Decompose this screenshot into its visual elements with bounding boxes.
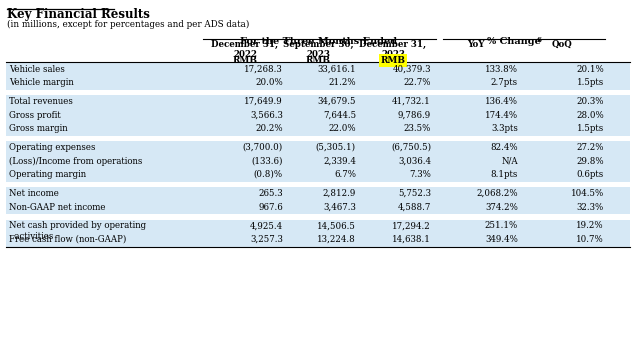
- Bar: [6, 201, 630, 214]
- Text: 9,786.9: 9,786.9: [397, 111, 431, 119]
- Bar: [6, 108, 630, 122]
- Text: 6: 6: [536, 36, 541, 44]
- Text: Vehicle sales: Vehicle sales: [9, 64, 65, 74]
- Text: 13,224.8: 13,224.8: [317, 235, 356, 244]
- Text: 7.3%: 7.3%: [409, 170, 431, 179]
- Text: 4,588.7: 4,588.7: [397, 202, 431, 212]
- Text: 2,068.2%: 2,068.2%: [476, 189, 518, 198]
- Text: Gross profit: Gross profit: [9, 111, 61, 119]
- Text: 14,506.5: 14,506.5: [317, 221, 356, 231]
- Text: 17,294.2: 17,294.2: [392, 221, 431, 231]
- Text: 374.2%: 374.2%: [485, 202, 518, 212]
- Bar: [6, 168, 630, 182]
- Text: (3,700.0): (3,700.0): [243, 143, 283, 152]
- Text: 0.6pts: 0.6pts: [577, 170, 604, 179]
- Text: % Change: % Change: [487, 37, 541, 46]
- Text: 265.3: 265.3: [259, 189, 283, 198]
- Text: 3,566.3: 3,566.3: [250, 111, 283, 119]
- Text: 133.8%: 133.8%: [485, 64, 518, 74]
- Text: 349.4%: 349.4%: [485, 235, 518, 244]
- Text: 4,925.4: 4,925.4: [250, 221, 283, 231]
- Bar: [6, 95, 630, 108]
- Text: 21.2%: 21.2%: [328, 78, 356, 87]
- Text: 1.5pts: 1.5pts: [577, 78, 604, 87]
- Text: 8.1pts: 8.1pts: [491, 170, 518, 179]
- Text: 22.7%: 22.7%: [403, 78, 431, 87]
- Text: 2.7pts: 2.7pts: [491, 78, 518, 87]
- Text: For the Three Months Ended: For the Three Months Ended: [241, 37, 397, 46]
- Text: 32.3%: 32.3%: [577, 202, 604, 212]
- Text: 2,812.9: 2,812.9: [323, 189, 356, 198]
- Text: 3,257.3: 3,257.3: [250, 235, 283, 244]
- Text: 20.0%: 20.0%: [255, 78, 283, 87]
- Text: 3.3pts: 3.3pts: [491, 124, 518, 133]
- Text: 5,752.3: 5,752.3: [398, 189, 431, 198]
- Text: 7,644.5: 7,644.5: [323, 111, 356, 119]
- Text: 19.2%: 19.2%: [577, 221, 604, 231]
- Text: Key Financial Results: Key Financial Results: [7, 8, 150, 21]
- Text: 27.2%: 27.2%: [577, 143, 604, 152]
- Text: 41,732.1: 41,732.1: [392, 97, 431, 106]
- Text: Net income: Net income: [9, 189, 59, 198]
- Text: Operating expenses: Operating expenses: [9, 143, 95, 152]
- Text: Total revenues: Total revenues: [9, 97, 73, 106]
- Text: (5,305.1): (5,305.1): [316, 143, 356, 152]
- Text: 23.5%: 23.5%: [404, 124, 431, 133]
- Text: 3,467.3: 3,467.3: [323, 202, 356, 212]
- Text: 104.5%: 104.5%: [571, 189, 604, 198]
- Text: December 31,
2022: December 31, 2022: [211, 40, 278, 59]
- Text: RMB: RMB: [305, 56, 330, 65]
- Text: 28.0%: 28.0%: [576, 111, 604, 119]
- Text: Non-GAAP net income: Non-GAAP net income: [9, 202, 106, 212]
- Text: (Loss)/Income from operations: (Loss)/Income from operations: [9, 157, 142, 166]
- Text: 82.4%: 82.4%: [490, 143, 518, 152]
- Bar: [6, 187, 630, 201]
- Text: (in millions, except for percentages and per ADS data): (in millions, except for percentages and…: [7, 20, 250, 29]
- Text: 14,638.1: 14,638.1: [392, 235, 431, 244]
- Text: RMB: RMB: [232, 56, 257, 65]
- Text: YoY: YoY: [467, 40, 484, 49]
- Text: Vehicle margin: Vehicle margin: [9, 78, 74, 87]
- Bar: [6, 122, 630, 136]
- Text: (6,750.5): (6,750.5): [391, 143, 431, 152]
- Text: 174.4%: 174.4%: [485, 111, 518, 119]
- Text: December 31,
2023: December 31, 2023: [360, 40, 427, 59]
- Text: (0.8)%: (0.8)%: [254, 170, 283, 179]
- Bar: [6, 63, 630, 76]
- Text: 2,339.4: 2,339.4: [323, 157, 356, 165]
- Text: 17,649.9: 17,649.9: [244, 97, 283, 106]
- Text: 251.1%: 251.1%: [484, 221, 518, 231]
- Text: 22.0%: 22.0%: [328, 124, 356, 133]
- Text: 20.3%: 20.3%: [577, 97, 604, 106]
- Text: 10.7%: 10.7%: [576, 235, 604, 244]
- Bar: [6, 76, 630, 89]
- Text: 34,679.5: 34,679.5: [317, 97, 356, 106]
- Text: 40,379.3: 40,379.3: [392, 64, 431, 74]
- Text: RMB: RMB: [381, 56, 406, 65]
- Text: Free cash flow (non-GAAP): Free cash flow (non-GAAP): [9, 235, 126, 244]
- Text: 17,268.3: 17,268.3: [244, 64, 283, 74]
- Text: 6.7%: 6.7%: [334, 170, 356, 179]
- Text: (133.6): (133.6): [252, 157, 283, 165]
- Text: Operating margin: Operating margin: [9, 170, 86, 179]
- Text: 136.4%: 136.4%: [485, 97, 518, 106]
- Text: 3,036.4: 3,036.4: [398, 157, 431, 165]
- Bar: [6, 233, 630, 246]
- Bar: [6, 155, 630, 168]
- Text: 33,616.1: 33,616.1: [317, 64, 356, 74]
- Text: September 30,
2023: September 30, 2023: [283, 40, 353, 59]
- Text: 29.8%: 29.8%: [577, 157, 604, 165]
- Text: 1.5pts: 1.5pts: [577, 124, 604, 133]
- Bar: [6, 220, 630, 233]
- Bar: [6, 141, 630, 155]
- Text: 20.2%: 20.2%: [255, 124, 283, 133]
- Text: Gross margin: Gross margin: [9, 124, 68, 133]
- Text: N/A: N/A: [501, 157, 518, 165]
- Text: 967.6: 967.6: [259, 202, 283, 212]
- Text: 20.1%: 20.1%: [576, 64, 604, 74]
- Text: QoQ: QoQ: [552, 40, 572, 49]
- Text: Net cash provided by operating
  activities: Net cash provided by operating activitie…: [9, 221, 146, 241]
